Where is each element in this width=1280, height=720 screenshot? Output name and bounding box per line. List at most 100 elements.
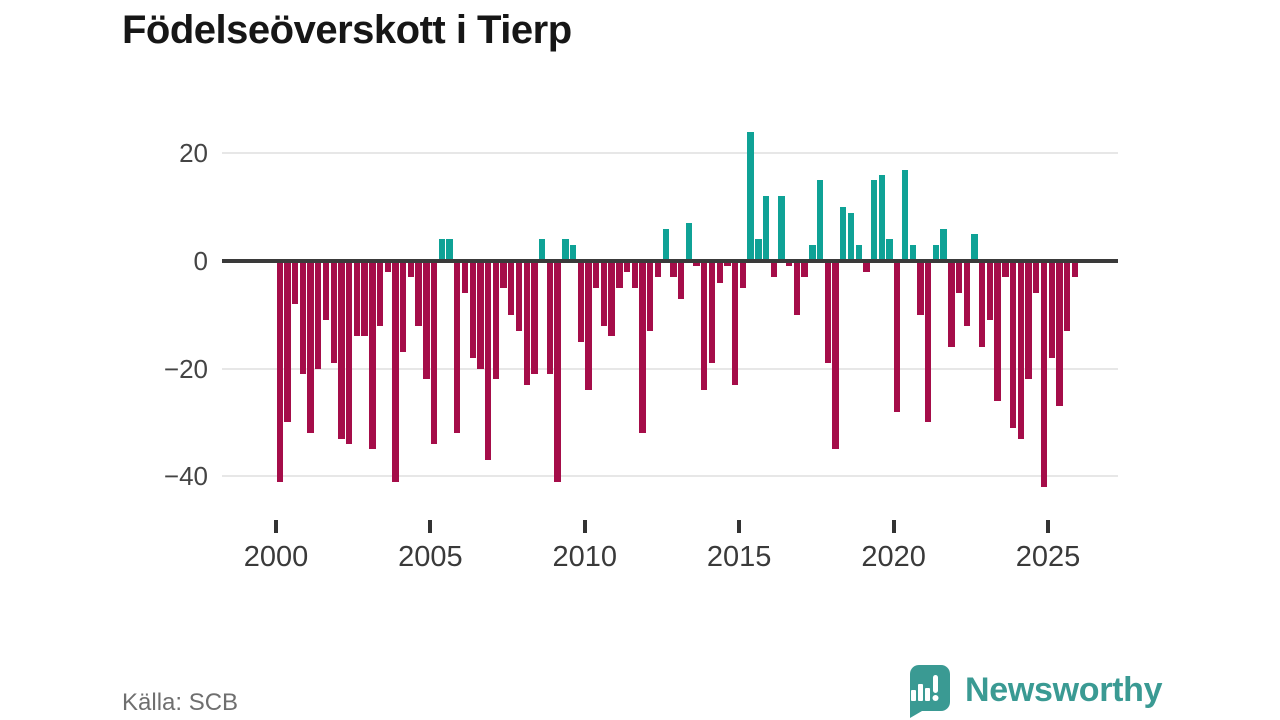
bar: [369, 261, 376, 450]
bar: [1033, 261, 1040, 294]
bar: [454, 261, 461, 434]
y-axis-tick-label: 20: [179, 138, 208, 169]
bar: [809, 244, 816, 261]
bar: [585, 261, 592, 391]
bar: [276, 261, 283, 482]
bar: [793, 261, 801, 315]
bar: [693, 261, 700, 267]
x-axis-tick-label: 2025: [1015, 541, 1081, 573]
bar: [878, 174, 886, 261]
bar: [345, 261, 353, 444]
bar: [461, 261, 469, 294]
gridline: [222, 152, 1118, 155]
bar: [739, 261, 747, 288]
bar: [755, 239, 762, 261]
bar: [500, 261, 507, 288]
bar: [770, 261, 777, 278]
bar: [446, 239, 453, 261]
bar: [430, 261, 438, 444]
bar: [546, 261, 554, 374]
bar: [762, 196, 770, 261]
bar: [484, 261, 492, 461]
bar: [786, 261, 793, 267]
bar: [523, 261, 530, 385]
bar: [600, 261, 608, 326]
source-label: Källa: SCB: [122, 689, 239, 716]
bar: [608, 261, 615, 337]
bar: [1048, 261, 1055, 358]
x-axis-tick-label: 2020: [861, 541, 926, 573]
bar: [562, 239, 569, 261]
bar: [577, 261, 584, 342]
x-axis-tick: [582, 520, 587, 533]
bar: [708, 261, 716, 364]
bar: [832, 261, 839, 450]
gridline: [222, 475, 1118, 478]
gridline: [222, 367, 1118, 370]
newsworthy-logo: Newsworthy: [901, 664, 1163, 718]
bar: [515, 261, 523, 331]
bar: [1017, 261, 1024, 439]
bar: [361, 261, 368, 337]
bar: [863, 261, 870, 272]
bar: [322, 261, 330, 321]
logo-bar-2: [918, 684, 923, 701]
bar: [477, 261, 484, 369]
bar: [917, 261, 924, 315]
x-axis-tick: [274, 520, 278, 533]
bar: [299, 261, 307, 374]
y-axis-tick-label: −40: [163, 461, 208, 492]
bar: [886, 239, 893, 261]
bar: [932, 244, 940, 261]
bar: [315, 261, 322, 369]
bar: [747, 131, 754, 261]
y-axis-tick-label: 0: [193, 246, 208, 276]
bar: [948, 261, 955, 348]
bar: [631, 261, 638, 288]
bar: [623, 261, 631, 272]
x-axis-tick-label: 2000: [243, 541, 309, 573]
bar: [1063, 261, 1071, 331]
bar: [400, 261, 407, 353]
bar: [909, 244, 916, 261]
bar: [855, 244, 862, 261]
bar: [353, 261, 361, 337]
brand-name: Newsworthy: [965, 671, 1163, 709]
x-axis-tick: [737, 520, 742, 533]
bar: [1056, 261, 1063, 407]
bar: [1071, 261, 1079, 278]
bar: [647, 261, 654, 331]
bar: [639, 261, 646, 434]
bar: [415, 261, 422, 326]
bar: [492, 261, 500, 380]
bar: [392, 261, 399, 482]
bar: [1040, 261, 1048, 487]
bar: [716, 261, 723, 283]
bar: [384, 261, 391, 272]
bar: [724, 261, 731, 267]
bar: [469, 261, 476, 358]
bar: [963, 261, 970, 326]
bar: [438, 239, 445, 261]
bar: [338, 261, 345, 439]
bar: [569, 244, 577, 261]
bar: [1002, 261, 1009, 278]
bar: [593, 261, 600, 288]
bar: [924, 261, 932, 423]
bar: [731, 261, 739, 385]
x-axis-tick-label: 2010: [552, 541, 618, 573]
bar: [654, 261, 662, 278]
x-axis-tick-label: 2015: [706, 541, 772, 573]
bar: [847, 212, 855, 261]
bar: [662, 228, 669, 261]
bar: [531, 261, 538, 374]
logo-bar-3: [925, 688, 930, 701]
x-axis-tick: [428, 520, 433, 533]
bar: [685, 223, 693, 261]
bar: [778, 196, 785, 261]
bar: [376, 261, 384, 326]
bar: [801, 261, 808, 278]
bar: [407, 261, 415, 278]
